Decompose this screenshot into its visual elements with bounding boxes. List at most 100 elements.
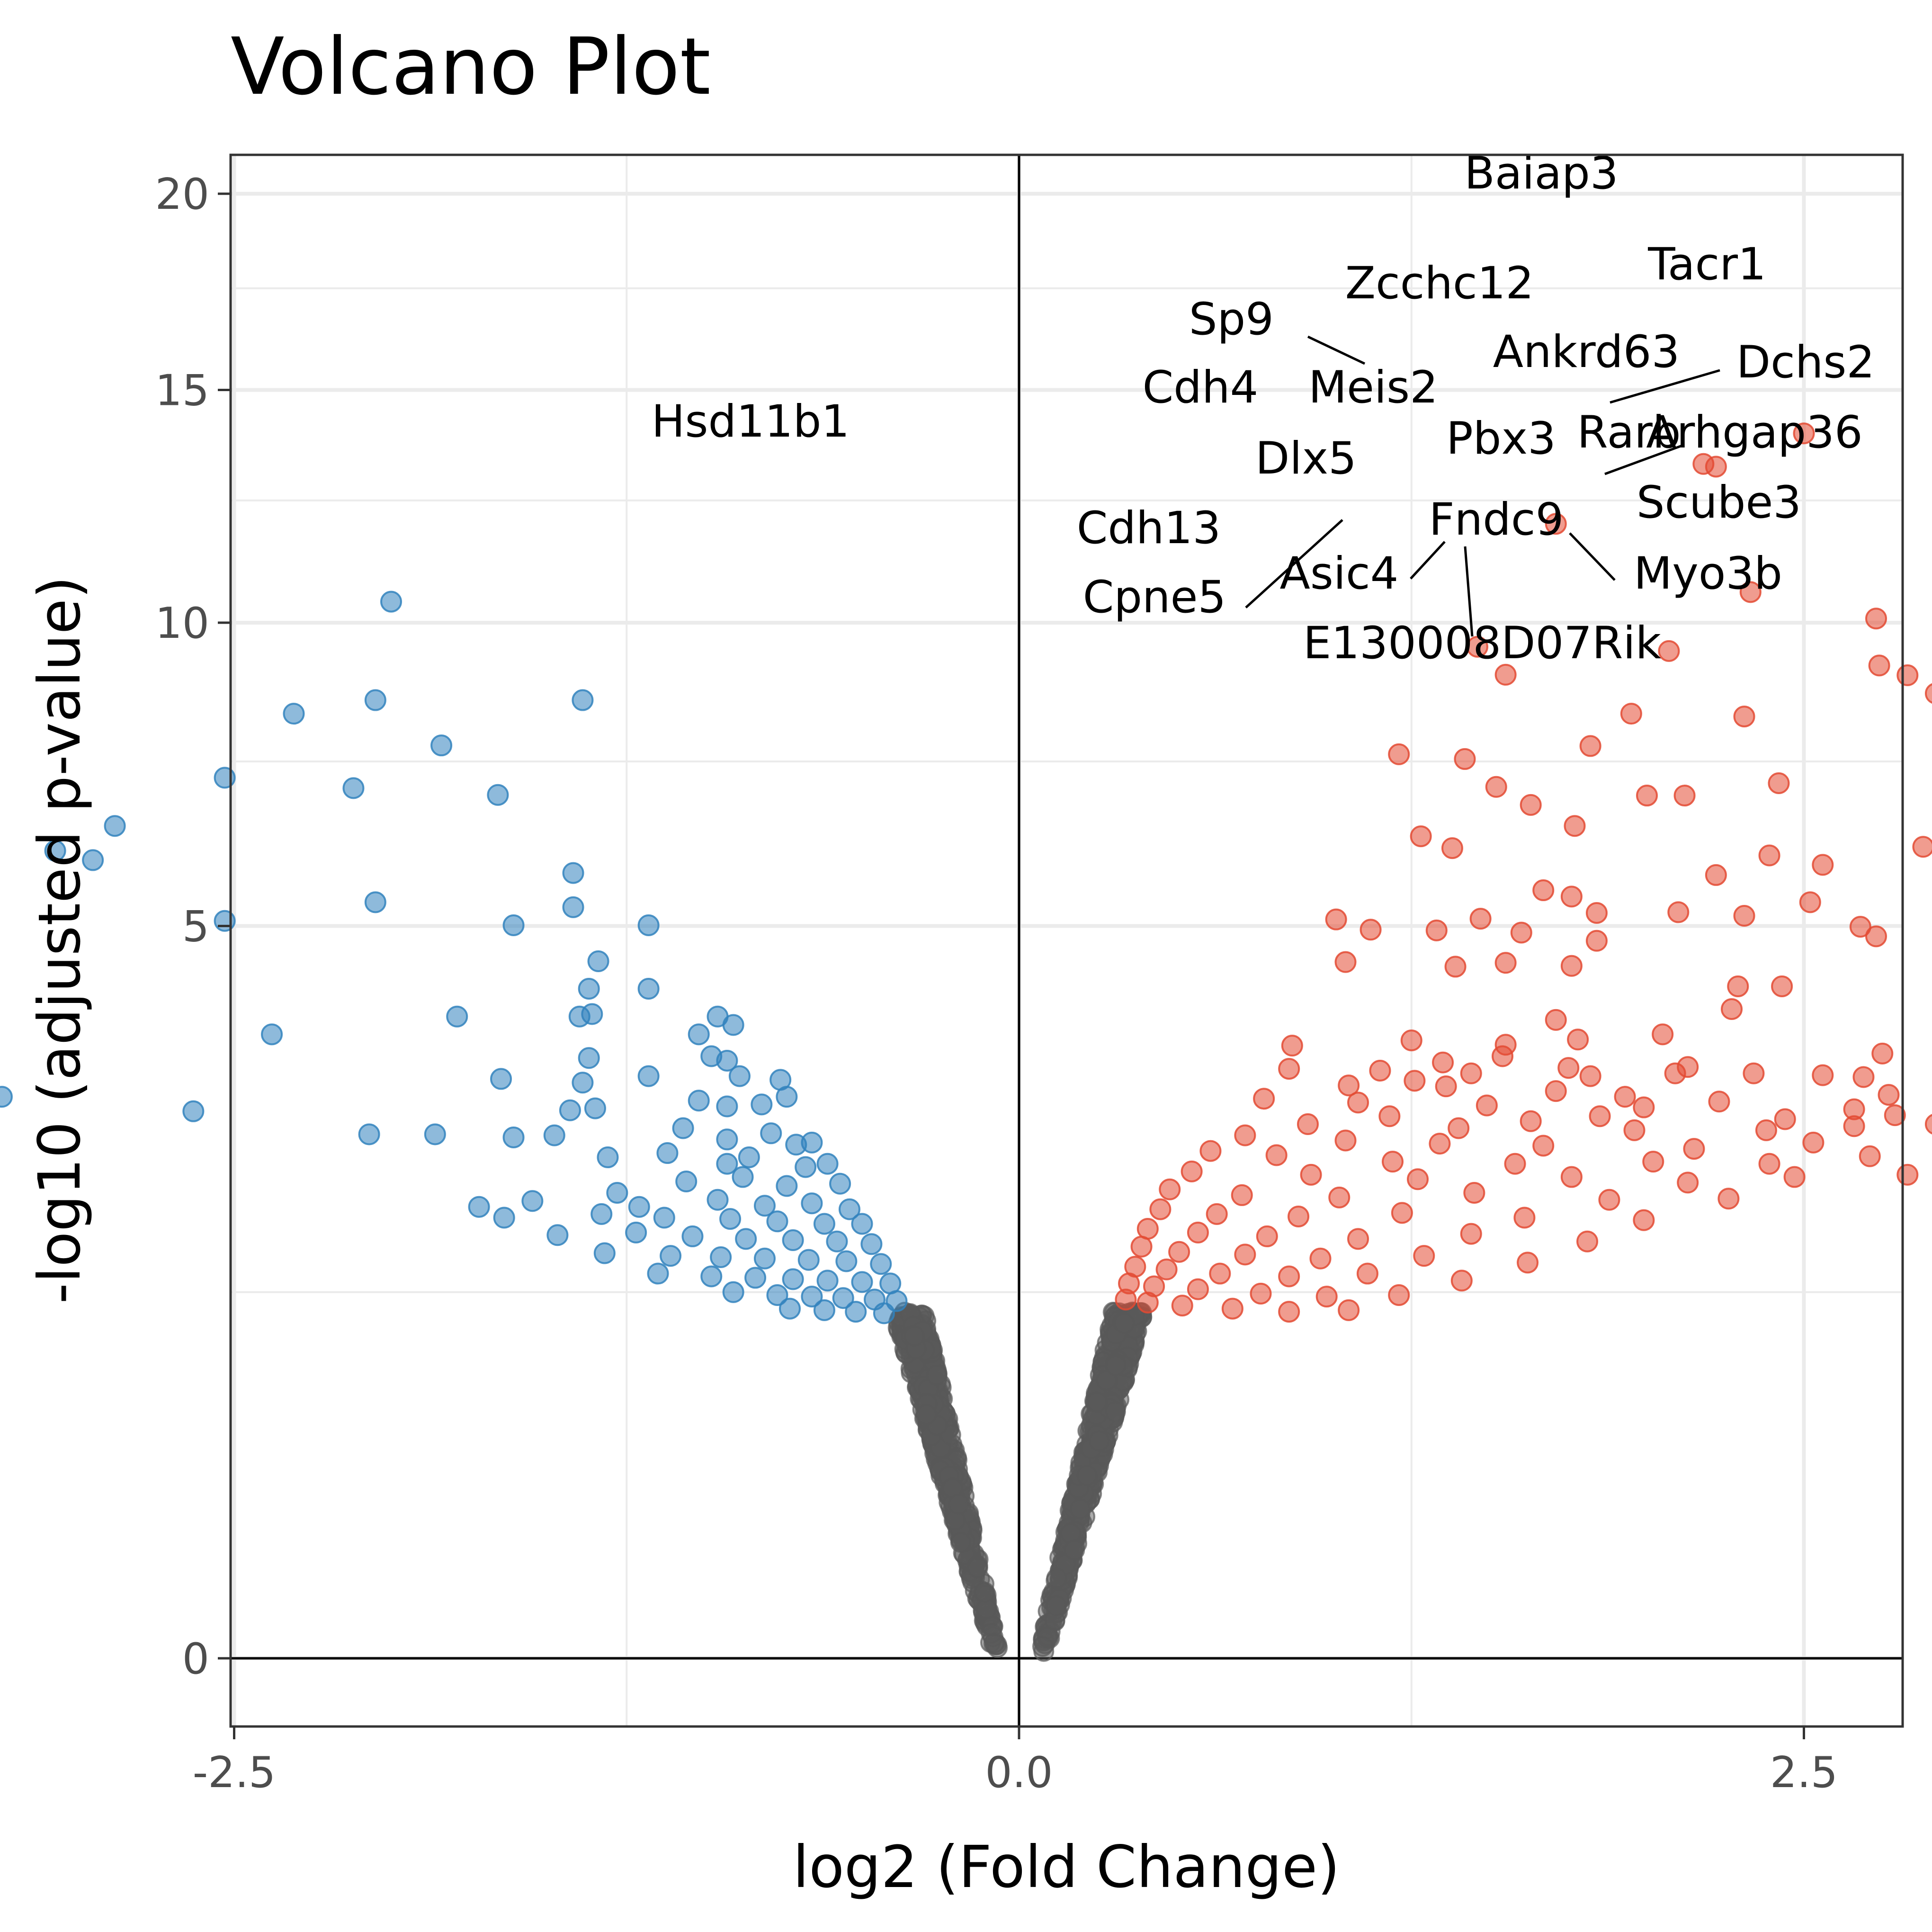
point-up-regulated <box>1325 908 1347 930</box>
point-down-regulated <box>728 1065 751 1087</box>
point-up-regulated <box>1560 886 1583 908</box>
point-up-regulated <box>1115 1288 1137 1311</box>
point-up-regulated <box>1517 1252 1539 1274</box>
gene-label-meis2: Meis2 <box>1308 362 1438 413</box>
point-up-regulated <box>1187 1278 1209 1300</box>
x-tick-label: 0.0 <box>985 1748 1053 1798</box>
point-up-regulated <box>1520 794 1542 816</box>
point-not-significant <box>1076 1465 1098 1486</box>
point-up-regulated <box>1338 1074 1360 1097</box>
point-up-regulated <box>1721 998 1743 1020</box>
point-up-regulated <box>1381 1151 1404 1173</box>
point-down-regulated <box>590 1203 613 1225</box>
point-up-regulated <box>1278 1265 1300 1288</box>
point-not-significant <box>948 1494 969 1515</box>
point-down-regulated <box>851 1271 873 1293</box>
point-up-regulated <box>1677 1172 1699 1194</box>
point-down-regulated <box>860 1233 883 1255</box>
point-down-regulated <box>502 1126 525 1148</box>
point-up-regulated <box>1871 1042 1894 1064</box>
point-up-regulated <box>1181 1160 1203 1182</box>
point-down-regulated <box>801 1192 823 1215</box>
point-up-regulated <box>1450 1270 1473 1292</box>
leader-line-e130008d07rik <box>1464 546 1474 637</box>
point-up-regulated <box>1369 1059 1391 1082</box>
point-down-regulated <box>738 1146 760 1169</box>
point-up-regulated <box>1347 1091 1369 1114</box>
point-up-regulated <box>1564 815 1586 837</box>
point-down-regulated <box>801 1286 823 1308</box>
point-down-regulated <box>716 1095 738 1118</box>
y-tick-label: 5 <box>182 902 209 952</box>
point-down-regulated <box>572 689 594 711</box>
leader-line-arhgap36 <box>1604 444 1684 475</box>
point-down-regulated <box>835 1250 858 1272</box>
gene-label-myo3b: Myo3b <box>1634 548 1782 599</box>
point-up-regulated <box>1360 919 1382 941</box>
gene-label-cdh13: Cdh13 <box>1077 502 1221 554</box>
point-up-regulated <box>1391 1202 1413 1224</box>
point-down-regulated <box>681 1225 704 1247</box>
point-up-regulated <box>1425 919 1448 941</box>
point-down-regulated <box>0 1086 13 1108</box>
point-not-significant <box>926 1364 947 1386</box>
point-up-regulated <box>1206 1203 1228 1225</box>
point-down-regulated <box>562 862 584 884</box>
point-up-regulated <box>1136 1291 1159 1314</box>
point-up-regulated <box>1560 955 1583 977</box>
point-up-regulated <box>1476 1094 1498 1117</box>
point-down-regulated <box>716 1128 738 1151</box>
point-up-regulated <box>1878 1084 1900 1106</box>
point-down-regulated <box>430 734 453 757</box>
point-up-regulated <box>1859 1145 1881 1167</box>
y-axis-title: -log10 (adjusted p-value) <box>26 576 93 1304</box>
point-down-regulated <box>722 1281 744 1303</box>
point-down-regulated <box>342 777 365 799</box>
point-up-regulated <box>1812 854 1834 876</box>
point-down-regulated <box>543 1124 565 1146</box>
point-up-regulated <box>1739 581 1762 603</box>
point-up-regulated <box>1429 1133 1451 1155</box>
point-down-regulated <box>873 1302 895 1324</box>
point-up-regulated <box>1868 654 1890 677</box>
point-up-regulated <box>1667 901 1690 923</box>
point-down-regulated <box>653 1207 675 1229</box>
x-tick-label: -2.5 <box>193 1748 276 1798</box>
point-down-regulated <box>832 1287 854 1309</box>
point-up-regulated <box>1771 975 1793 997</box>
point-up-regulated <box>1454 748 1476 770</box>
point-up-regulated <box>1231 1184 1253 1206</box>
point-up-regulated <box>1513 1207 1536 1229</box>
point-up-regulated <box>1545 513 1567 535</box>
point-up-regulated <box>1492 1045 1514 1067</box>
point-up-regulated <box>1636 785 1658 807</box>
point-up-regulated <box>1297 1113 1319 1136</box>
y-tick-label: 10 <box>155 599 209 648</box>
point-not-significant <box>916 1404 937 1425</box>
point-up-regulated <box>1623 1119 1646 1141</box>
point-down-regulated <box>744 1267 767 1289</box>
gene-label-arhgap36: Arhgap36 <box>1646 407 1862 458</box>
point-up-regulated <box>1466 635 1488 658</box>
point-up-regulated <box>1733 706 1755 728</box>
point-up-regulated <box>1705 864 1727 886</box>
point-not-significant <box>1032 1636 1053 1657</box>
point-up-regulated <box>1683 1138 1705 1160</box>
point-down-regulated <box>732 1166 754 1188</box>
point-up-regulated <box>1334 951 1357 973</box>
point-up-regulated <box>1278 1301 1300 1323</box>
point-up-regulated <box>1460 1223 1482 1245</box>
point-up-regulated <box>1642 1151 1664 1173</box>
point-down-regulated <box>751 1093 773 1116</box>
point-down-regulated <box>502 914 525 936</box>
point-down-regulated <box>782 1229 804 1252</box>
point-up-regulated <box>1896 1163 1919 1186</box>
gene-labels: Baiap3 Tacr1 Zcchc12 Sp9 Ankrd63 Dchs2 Cdh4 Mei… <box>652 148 1875 669</box>
point-down-regulated <box>710 1246 732 1268</box>
point-up-regulated <box>1560 1166 1583 1188</box>
point-up-regulated <box>1743 1062 1765 1084</box>
point-up-regulated <box>1413 1245 1435 1267</box>
point-not-significant <box>1114 1313 1135 1334</box>
point-up-regulated <box>1159 1178 1181 1200</box>
